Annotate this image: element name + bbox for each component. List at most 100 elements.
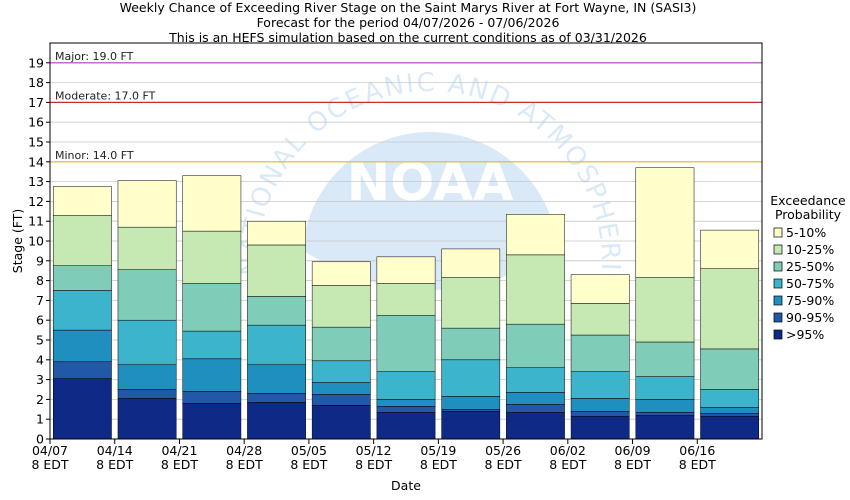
bar-segment	[700, 229, 760, 269]
x-tick-date: 05/12	[356, 443, 392, 458]
x-tick-time: 8 EDT	[549, 457, 586, 472]
bar-segment	[182, 391, 242, 404]
y-tick-label: 16	[28, 115, 44, 130]
x-tick-time: 8 EDT	[355, 457, 392, 472]
bar-segment	[506, 254, 565, 325]
bar-segment	[247, 393, 306, 403]
x-tick-time: 8 EDT	[226, 457, 263, 472]
bar-segment	[247, 220, 306, 246]
x-tick-date: 06/09	[615, 443, 651, 458]
legend-label: 90-95%	[786, 310, 834, 325]
title-line-2: Forecast for the period 04/07/2026 - 07/…	[257, 15, 560, 30]
stacked-bars	[52, 167, 760, 440]
bar-segment	[376, 412, 436, 440]
bar-segment	[376, 315, 436, 372]
bar-segment	[506, 214, 565, 256]
legend-swatch	[773, 261, 783, 272]
watermark-logo-text: NOAA	[347, 153, 514, 213]
title-line-3: This is an HEFS simulation based on the …	[168, 30, 647, 45]
bar-segment	[570, 303, 630, 336]
bar-segment	[117, 364, 177, 390]
y-tick-label: 4	[36, 352, 44, 367]
bar-segment	[52, 186, 112, 216]
bar-segment	[700, 407, 760, 414]
bar-segment	[311, 405, 371, 440]
bar-segment	[117, 319, 177, 366]
y-tick-label: 10	[28, 234, 44, 249]
bar-segment	[635, 167, 695, 278]
y-tick-label: 18	[28, 75, 44, 90]
chart-title: Weekly Chance of Exceeding River Stage o…	[120, 0, 697, 45]
bar-segment	[700, 415, 760, 440]
bar-segment	[52, 329, 112, 363]
bar-segment	[506, 392, 565, 405]
bar-segment	[52, 361, 112, 379]
y-tick-label: 7	[36, 293, 44, 308]
bar-segment	[182, 283, 242, 332]
bar-segment	[376, 256, 436, 284]
bar-segment	[52, 378, 112, 440]
bar-segment	[247, 364, 306, 394]
y-tick-label: 8	[36, 273, 44, 288]
bar-segment	[311, 382, 371, 395]
y-tick-label: 2	[36, 392, 44, 407]
threshold-label: Moderate: 17.0 FT	[55, 89, 156, 102]
bar-segment	[376, 283, 436, 316]
legend-label: 25-50%	[786, 259, 834, 274]
y-tick-label: 5	[36, 333, 44, 348]
x-tick-time: 8 EDT	[485, 457, 522, 472]
bar-segment	[247, 324, 306, 365]
legend-title-line: Exceedance	[770, 193, 846, 208]
legend-swatch	[773, 278, 783, 289]
bar-segment	[117, 389, 177, 399]
legend-title-line: Probability	[775, 207, 842, 222]
bar-segment	[635, 277, 695, 343]
bar-segment	[506, 323, 565, 368]
y-tick-label: 11	[28, 214, 44, 229]
bar-segment	[376, 399, 436, 407]
y-tick-label: 14	[28, 154, 44, 169]
flood-thresholds: Major: 19.0 FT Moderate: 17.0 FT Minor: 14…	[50, 50, 762, 163]
y-tick-label: 17	[28, 95, 44, 110]
bar-segment	[182, 403, 242, 440]
x-tick-time: 8 EDT	[96, 457, 133, 472]
bar-segment	[570, 411, 630, 417]
x-tick-date: 06/16	[679, 443, 715, 458]
bar-segment	[117, 398, 177, 440]
legend-label: >95%	[786, 327, 824, 342]
x-tick-date: 04/28	[226, 443, 262, 458]
bar-segment	[506, 412, 565, 440]
bar-segment	[635, 414, 695, 440]
bar-segment	[635, 412, 695, 416]
bar-segment	[52, 290, 112, 331]
bar-segment	[700, 413, 760, 417]
legend-swatch	[773, 227, 783, 238]
x-tick-time: 8 EDT	[679, 457, 716, 472]
bar-segment	[506, 404, 565, 413]
x-tick-date: 04/07	[32, 443, 68, 458]
bar-segment	[570, 274, 630, 304]
bar-segment	[182, 175, 242, 232]
bar-segment	[441, 327, 501, 361]
bar-segment	[441, 359, 501, 397]
bar-segment	[182, 358, 242, 392]
x-tick-time: 8 EDT	[161, 457, 198, 472]
bar-segment	[311, 261, 371, 286]
bar-segment	[311, 285, 371, 328]
bar-segment	[376, 406, 436, 413]
bar-segment	[570, 334, 630, 372]
bar-segment	[635, 399, 695, 413]
x-tick-date: 05/05	[291, 443, 327, 458]
y-tick-label: 6	[36, 313, 44, 328]
bar-segment	[117, 180, 177, 228]
legend-label: 5-10%	[786, 225, 826, 240]
bar-segment	[311, 394, 371, 406]
bar-segment	[506, 367, 565, 393]
bar-segment	[311, 360, 371, 383]
bar-segment	[441, 277, 501, 329]
bar-segment	[311, 326, 371, 362]
bar-segment	[441, 411, 501, 440]
x-tick-time: 8 EDT	[420, 457, 457, 472]
